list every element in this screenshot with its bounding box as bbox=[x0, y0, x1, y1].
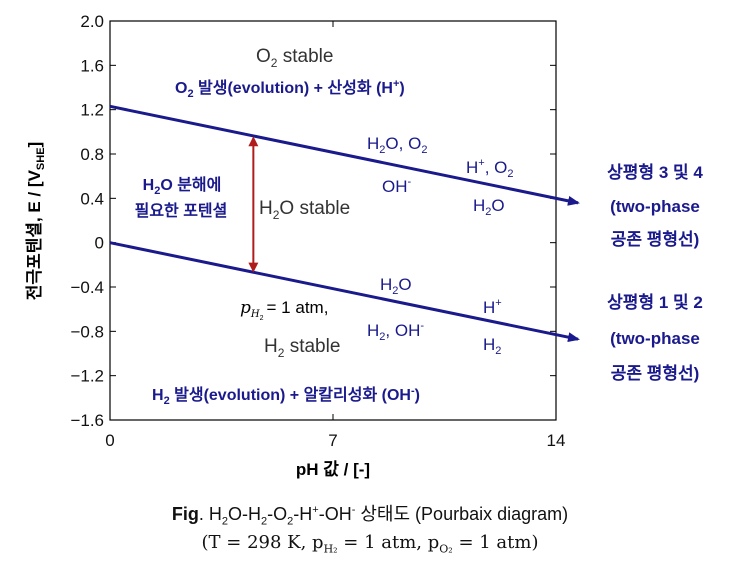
y-tick-label: 1.6 bbox=[80, 56, 104, 75]
y-tick-label: −0.8 bbox=[70, 322, 104, 341]
x-tick-label: 0 bbox=[105, 431, 114, 450]
x-axis-title: pH 값 / [-] bbox=[296, 460, 370, 479]
h2-oh-label: H2, OH- bbox=[367, 320, 424, 343]
figure-conditions: (T = 298 K, pH₂ = 1 atm, pO₂ = 1 atm) bbox=[201, 532, 539, 556]
equilibrium-lines bbox=[109, 104, 580, 343]
h2-stable-label: H2 stable bbox=[264, 336, 340, 360]
h2-label: H2 bbox=[483, 335, 501, 357]
p-h2-label: pH2= 1 atm, bbox=[240, 298, 328, 322]
h2o-right-label: H2O bbox=[473, 196, 505, 218]
x-tick-label: 7 bbox=[328, 431, 337, 450]
y-tick-label: −1.2 bbox=[70, 367, 104, 386]
h2o-o2-label: H2O, O2 bbox=[367, 134, 427, 156]
lower-equilibrium-label-line2: (two-phase bbox=[610, 329, 700, 348]
y-tick-label: 2.0 bbox=[80, 12, 104, 31]
oh-minus-label: OH- bbox=[382, 176, 412, 196]
y-axis-ticks: 2.0 1.6 1.2 0.8 0.4 0 −0.4 −0.8 −1.2 −1.6 bbox=[70, 12, 556, 430]
hydrogen-equilibrium-line bbox=[109, 241, 580, 343]
h2o-stable-label: H2O stable bbox=[259, 198, 350, 222]
y-tick-label: 0 bbox=[95, 234, 104, 253]
oxygen-equilibrium-line bbox=[109, 104, 580, 206]
h2o-decomposition-label-line2: 필요한 포텐셜 bbox=[135, 201, 228, 220]
lower-h2o-label: H2O bbox=[380, 275, 412, 297]
upper-equilibrium-label-line3: 공존 평형선) bbox=[611, 229, 700, 249]
y-tick-label: 0.8 bbox=[80, 145, 104, 164]
o2-evolution-label: O2 발생(evolution) + 산성화 (H+) bbox=[175, 78, 405, 100]
o2-stable-label: O2 stable bbox=[256, 46, 333, 70]
h2-evolution-label: H2 발생(evolution) + 알칼리성화 (OH-) bbox=[152, 385, 420, 407]
hplus-label: H+ bbox=[483, 297, 502, 317]
upper-equilibrium-label-line1: 상평형 3 및 4 bbox=[607, 162, 703, 182]
x-axis-ticks: 0 7 14 bbox=[105, 21, 565, 450]
x-tick-label: 14 bbox=[547, 431, 566, 450]
y-tick-label: −1.6 bbox=[70, 411, 104, 430]
y-tick-label: 0.4 bbox=[80, 189, 104, 208]
h2o-decomposition-label-line1: H2O 분해에 bbox=[143, 176, 222, 197]
lower-equilibrium-label-line1: 상평형 1 및 2 bbox=[607, 292, 703, 312]
figure-caption: Fig. H2O-H2-O2-H+-OH- 상태도 (Pourbaix diag… bbox=[171, 504, 569, 528]
y-axis-title: 전극포텐셜, E / [VSHE] bbox=[25, 142, 47, 300]
lower-equilibrium-label-line3: 공존 평형선) bbox=[611, 363, 700, 383]
y-tick-label: −0.4 bbox=[70, 278, 104, 297]
upper-equilibrium-label-line2: (two-phase bbox=[610, 197, 700, 216]
pourbaix-chart: 2.0 1.6 1.2 0.8 0.4 0 −0.4 −0.8 −1.2 −1.6 0 7 14 전극… bbox=[25, 12, 703, 479]
hplus-o2-label: H+, O2 bbox=[466, 157, 514, 180]
y-tick-label: 1.2 bbox=[80, 101, 104, 120]
